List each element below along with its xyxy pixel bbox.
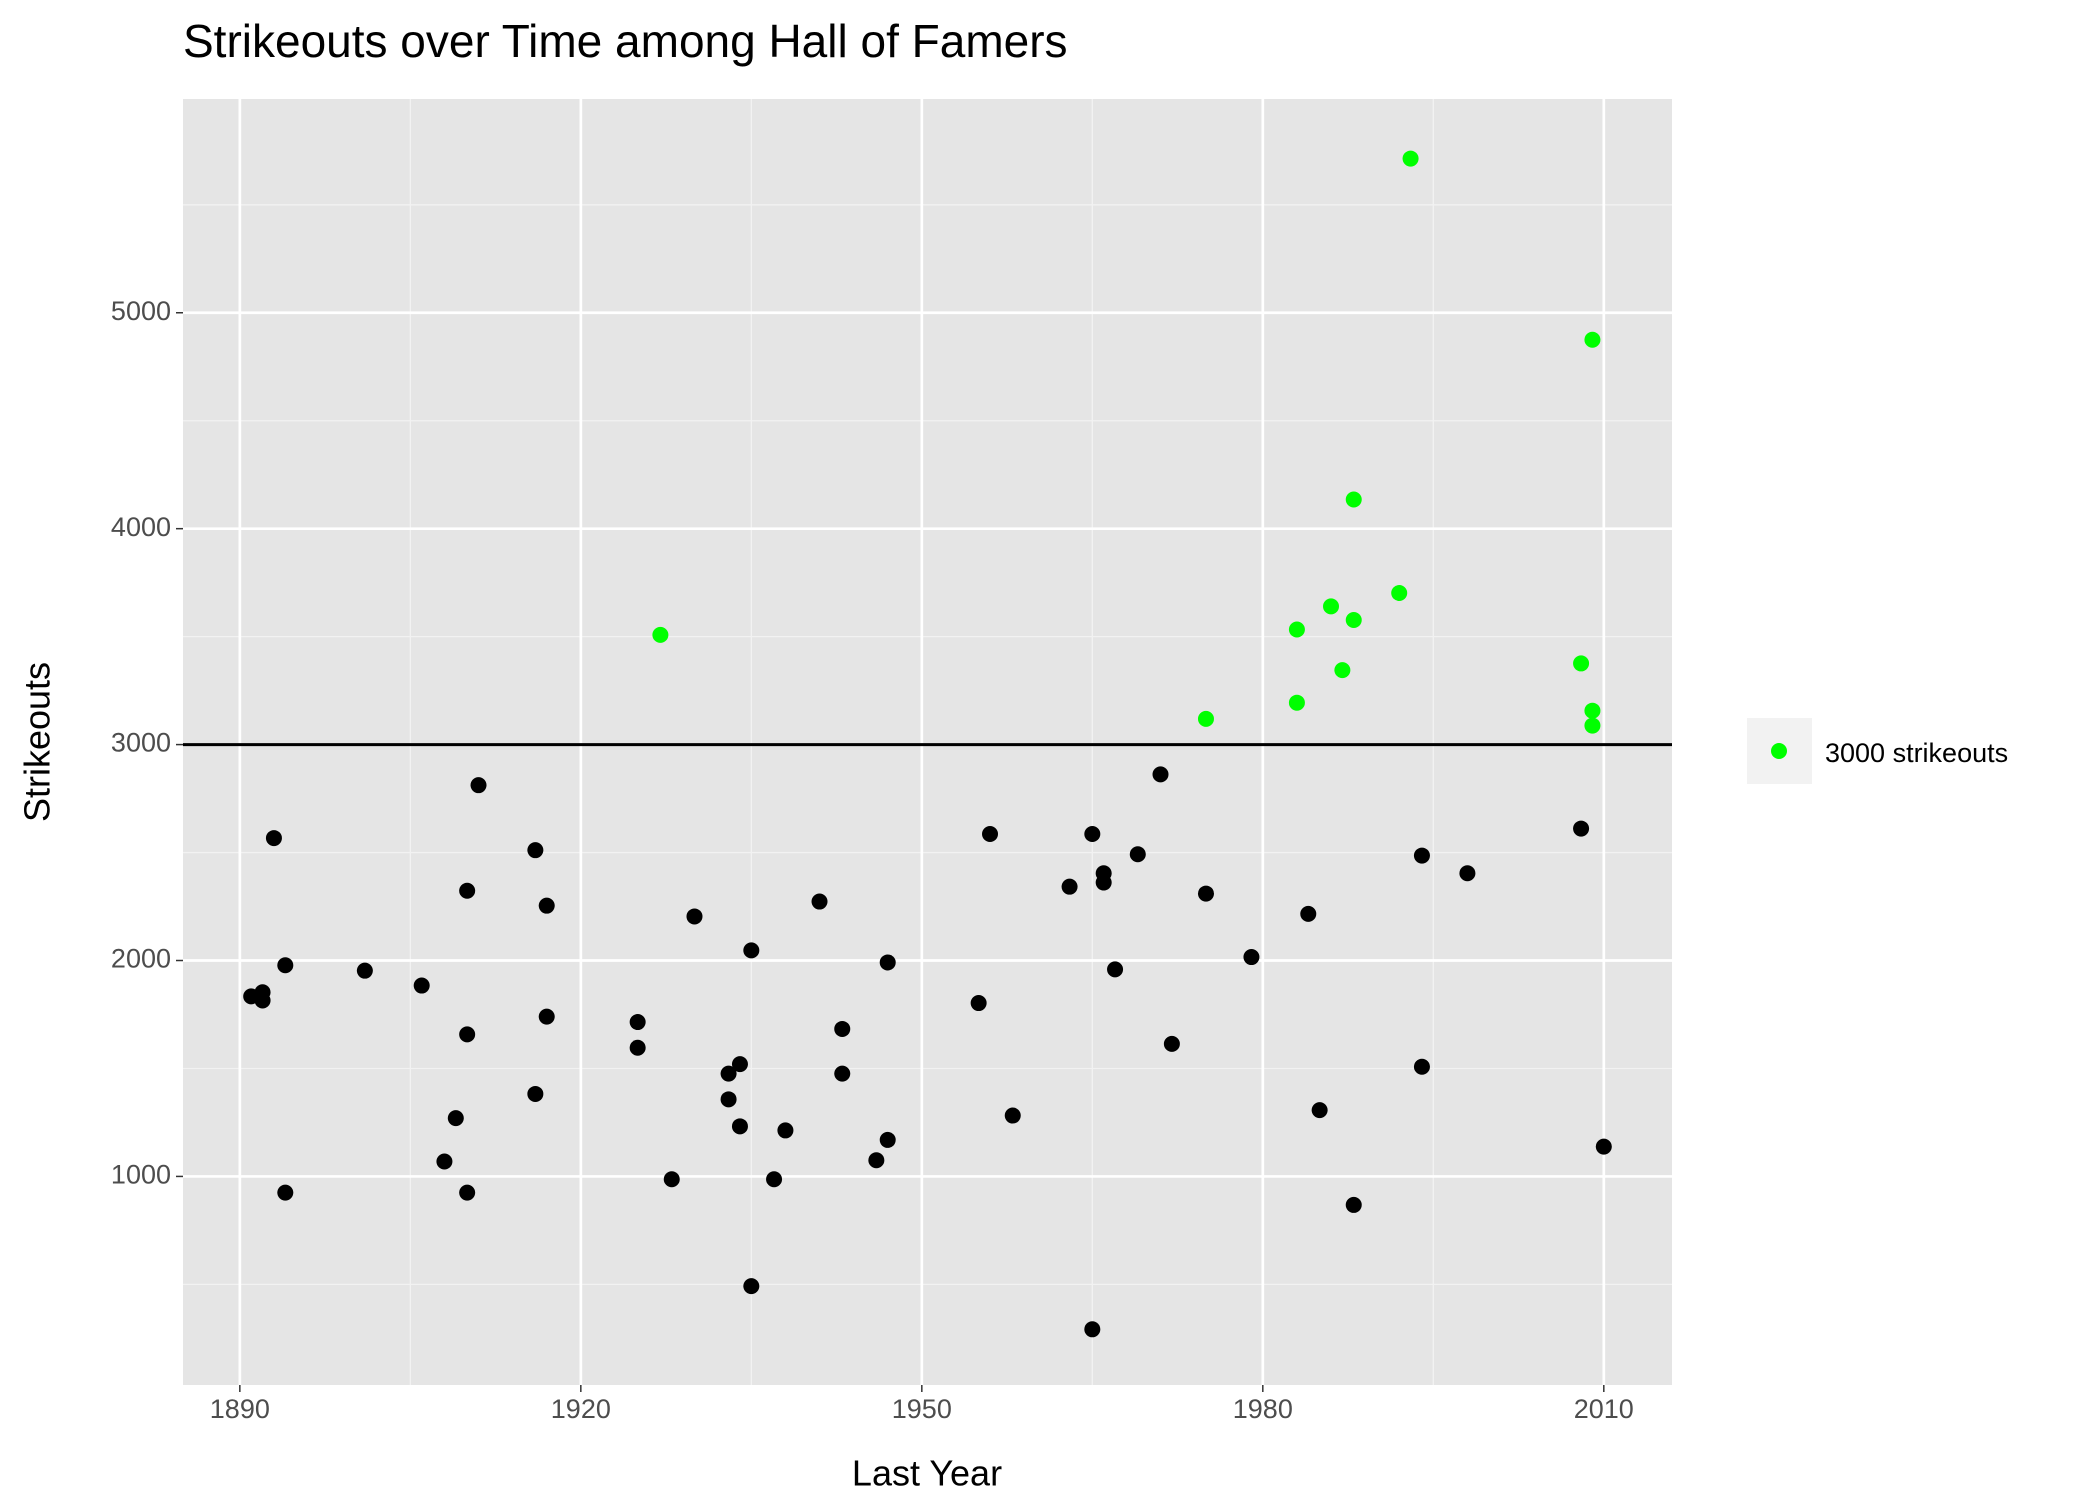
point bbox=[1084, 825, 1101, 842]
x-tick-label: 1920 bbox=[551, 1394, 611, 1424]
point bbox=[1413, 847, 1430, 864]
point bbox=[868, 1152, 885, 1169]
point bbox=[527, 842, 544, 859]
point bbox=[265, 830, 282, 847]
point bbox=[356, 962, 373, 979]
point bbox=[1345, 612, 1362, 629]
point bbox=[1584, 331, 1601, 348]
chart-title: Strikeouts over Time among Hall of Famer… bbox=[183, 15, 1068, 67]
point bbox=[1129, 846, 1146, 863]
point bbox=[766, 1171, 783, 1188]
point bbox=[459, 1184, 476, 1201]
point bbox=[1107, 961, 1124, 978]
point bbox=[277, 957, 294, 974]
point bbox=[1345, 491, 1362, 508]
point bbox=[1595, 1138, 1612, 1155]
x-tick-label: 1890 bbox=[210, 1394, 270, 1424]
point bbox=[1459, 865, 1476, 882]
point bbox=[1391, 585, 1408, 602]
point bbox=[686, 908, 703, 925]
x-tick-label: 1950 bbox=[892, 1394, 952, 1424]
point bbox=[459, 882, 476, 899]
y-tick-label: 3000 bbox=[111, 728, 171, 758]
point bbox=[436, 1153, 453, 1170]
point bbox=[1573, 655, 1590, 672]
point bbox=[652, 626, 669, 643]
point bbox=[1413, 1058, 1430, 1075]
plot-panel bbox=[183, 99, 1672, 1385]
point bbox=[1288, 621, 1305, 638]
y-tick-label: 2000 bbox=[111, 944, 171, 974]
point bbox=[538, 897, 555, 914]
point bbox=[1345, 1196, 1362, 1213]
point bbox=[1300, 905, 1317, 922]
legend-label: 3000 strikeouts bbox=[1825, 738, 2008, 768]
point bbox=[470, 777, 487, 794]
point bbox=[1288, 694, 1305, 711]
point bbox=[777, 1122, 794, 1139]
point bbox=[447, 1110, 464, 1127]
point bbox=[1061, 878, 1078, 895]
point bbox=[1323, 598, 1340, 615]
point bbox=[254, 992, 271, 1009]
point bbox=[663, 1171, 680, 1188]
point bbox=[1004, 1107, 1021, 1124]
point bbox=[1402, 150, 1419, 167]
point bbox=[1584, 702, 1601, 719]
x-axis-title: Last Year bbox=[852, 1453, 1002, 1494]
legend-marker bbox=[1771, 743, 1787, 759]
point bbox=[1163, 1035, 1180, 1052]
point bbox=[1084, 1321, 1101, 1338]
point bbox=[1095, 874, 1112, 891]
point bbox=[834, 1020, 851, 1037]
point bbox=[527, 1085, 544, 1102]
point bbox=[731, 1118, 748, 1135]
point bbox=[277, 1184, 294, 1201]
y-axis-title: Strikeouts bbox=[17, 662, 58, 822]
y-tick-label: 5000 bbox=[111, 296, 171, 326]
y-tick-label: 1000 bbox=[111, 1160, 171, 1190]
point bbox=[538, 1008, 555, 1025]
point bbox=[1197, 885, 1214, 902]
point bbox=[629, 1014, 646, 1031]
point bbox=[879, 1131, 896, 1148]
point bbox=[459, 1026, 476, 1043]
y-tick-label: 4000 bbox=[111, 512, 171, 542]
point bbox=[1573, 820, 1590, 837]
point bbox=[834, 1065, 851, 1082]
point bbox=[629, 1039, 646, 1056]
x-tick-label: 1980 bbox=[1233, 1394, 1293, 1424]
point bbox=[743, 942, 760, 959]
x-tick-label: 2010 bbox=[1574, 1394, 1634, 1424]
point bbox=[743, 1278, 760, 1295]
point bbox=[1311, 1102, 1328, 1119]
point bbox=[413, 977, 430, 994]
point bbox=[720, 1065, 737, 1082]
point bbox=[1243, 949, 1260, 966]
point bbox=[1152, 766, 1169, 783]
point bbox=[1197, 710, 1214, 727]
point bbox=[1584, 717, 1601, 734]
point bbox=[731, 1056, 748, 1073]
point bbox=[720, 1091, 737, 1108]
point bbox=[1334, 662, 1351, 679]
point bbox=[982, 825, 999, 842]
point bbox=[811, 893, 828, 910]
point bbox=[879, 954, 896, 971]
point bbox=[970, 995, 987, 1012]
